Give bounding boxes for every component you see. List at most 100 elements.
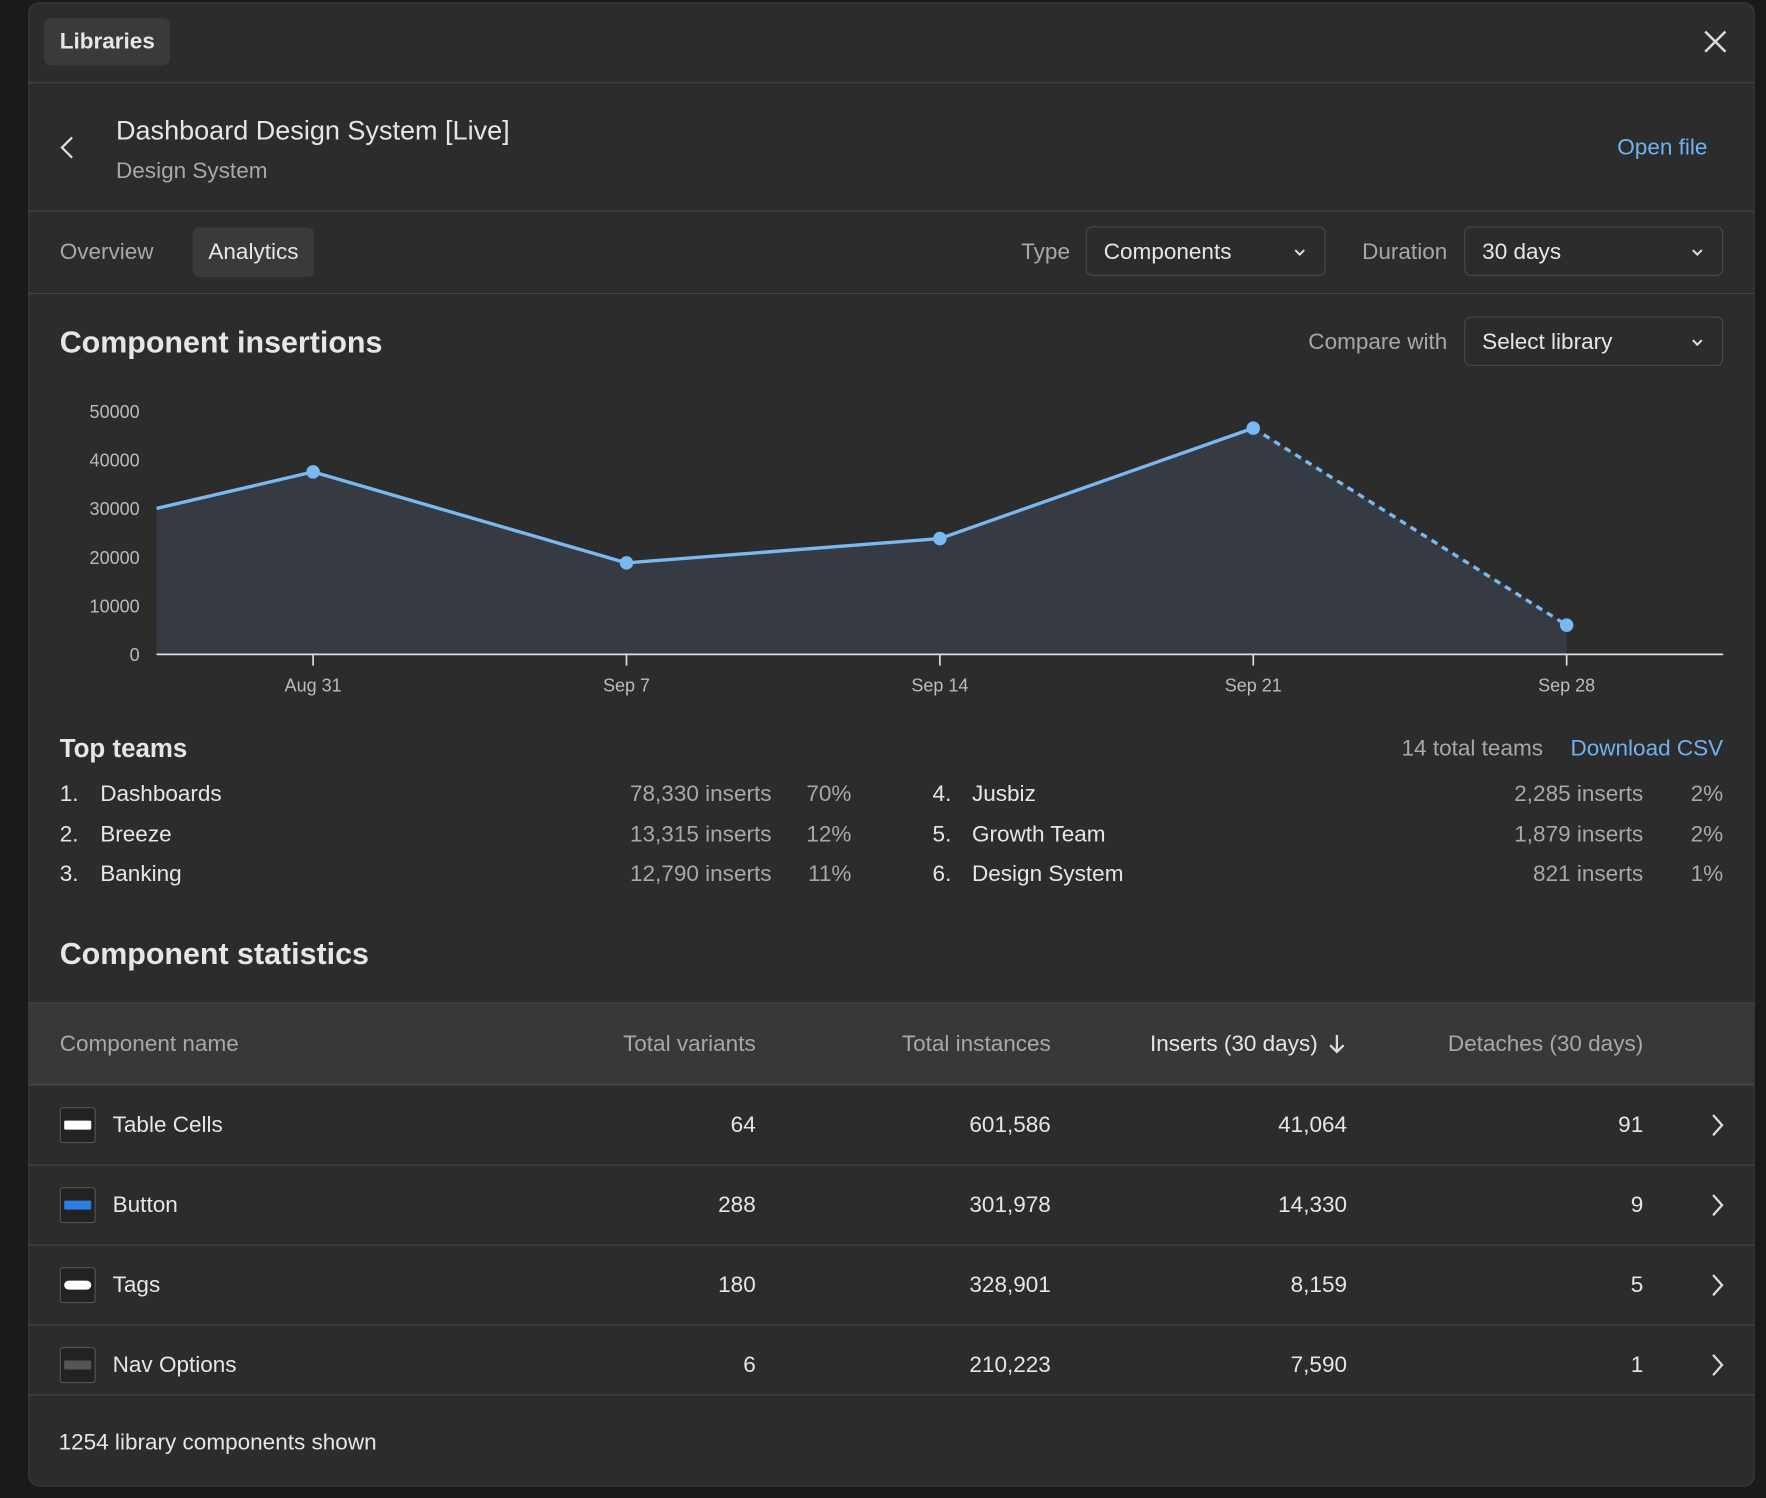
team-share: 12% — [806, 821, 852, 847]
row-divider — [28, 1084, 1755, 1086]
cell: 288 — [718, 1192, 756, 1218]
component-name: Button — [112, 1192, 178, 1218]
point — [933, 531, 947, 546]
y-tick-label: 20000 — [90, 548, 140, 568]
cell: 14,330 — [1278, 1192, 1348, 1218]
team-name: Jusbiz — [971, 781, 1036, 807]
team-inserts: 821 inserts — [1533, 861, 1644, 887]
y-tick-label: 30000 — [90, 499, 140, 519]
team-share: 70% — [806, 781, 852, 807]
cell: 7,590 — [1290, 1352, 1348, 1378]
y-tick-label: 0 — [130, 645, 140, 665]
type-select[interactable] — [1085, 226, 1326, 276]
duration-label: Duration — [1362, 239, 1448, 265]
component-name: Nav Options — [112, 1352, 237, 1378]
x-tick-label: Sep 21 — [1225, 676, 1282, 696]
point — [1559, 618, 1574, 632]
close-icon[interactable] — [1703, 29, 1728, 54]
y-tick-label: 50000 — [90, 402, 140, 422]
team-rank: 3. — [59, 861, 79, 887]
icon-thumb — [64, 1120, 92, 1130]
y-tick-label: 10000 — [90, 596, 140, 616]
component-name: Tags — [112, 1272, 161, 1298]
row-chevron[interactable] — [1710, 1353, 1726, 1378]
libraries-tab[interactable]: Libraries — [43, 18, 171, 66]
cell: 64 — [730, 1112, 756, 1138]
type-value: Components — [1103, 239, 1232, 265]
icon-thumb — [64, 1280, 92, 1290]
back-icon[interactable] — [59, 135, 77, 160]
team-share: 2% — [1690, 781, 1724, 807]
team-inserts: 78,330 inserts — [629, 781, 772, 807]
team-rank: 1. — [59, 781, 79, 807]
point — [1246, 421, 1261, 435]
area — [156, 428, 1567, 655]
component-name: Table Cells — [112, 1112, 223, 1138]
row-divider — [28, 1394, 1755, 1396]
modal — [28, 2, 1755, 1487]
tab-overview[interactable]: Overview — [59, 239, 154, 265]
team-rank: 6. — [932, 861, 952, 887]
download-csv[interactable]: Download CSV — [1570, 736, 1724, 762]
team-share: 2% — [1690, 821, 1724, 847]
table-footer: 1254 library components shown — [58, 1430, 377, 1456]
column-header: Detaches (30 days) — [1447, 1031, 1644, 1057]
cell: 5 — [1630, 1272, 1644, 1298]
team-name: Breeze — [100, 821, 172, 847]
component-icon — [59, 1347, 96, 1384]
icon-thumb — [64, 1200, 92, 1210]
duration-select[interactable] — [1464, 226, 1724, 276]
cell: 91 — [1618, 1112, 1644, 1138]
compare-value: Select library — [1482, 330, 1613, 355]
cell: 601,586 — [969, 1112, 1051, 1138]
team-rank: 5. — [932, 821, 952, 847]
row-chevron[interactable] — [1710, 1193, 1726, 1218]
team-inserts: 1,879 inserts — [1514, 821, 1644, 847]
cell: 6 — [743, 1352, 756, 1378]
cell: 301,978 — [969, 1192, 1051, 1218]
team-name: Dashboards — [100, 781, 222, 807]
select-chevrons — [1294, 249, 1703, 347]
open-file-link[interactable]: Open file — [1617, 135, 1708, 160]
total-teams: 14 total teams — [1401, 736, 1544, 762]
cell: 8,159 — [1290, 1272, 1348, 1298]
compare-select[interactable] — [1464, 316, 1724, 367]
cell: 9 — [1630, 1192, 1644, 1218]
team-name: Banking — [100, 861, 182, 887]
divider — [28, 210, 1755, 212]
x-tick-label: Sep 14 — [911, 676, 968, 696]
cell: 210,223 — [969, 1352, 1051, 1378]
x-tick-label: Aug 31 — [285, 676, 342, 696]
table-header — [28, 1002, 1755, 1085]
cell: 41,064 — [1278, 1112, 1348, 1138]
row-chevron[interactable] — [1710, 1273, 1726, 1298]
y-tick-label: 40000 — [90, 451, 140, 471]
x-tick-label: Sep 7 — [603, 676, 650, 696]
cell: 180 — [718, 1272, 756, 1298]
top-teams-title: Top teams — [59, 733, 188, 763]
row-chevron[interactable] — [1710, 1113, 1726, 1138]
library-subtitle: Design System — [116, 158, 268, 184]
duration-value: 30 days — [1482, 239, 1562, 265]
column-header: Total instances — [901, 1031, 1051, 1057]
column-header: Total variants — [623, 1031, 756, 1057]
component-icon — [59, 1107, 96, 1144]
team-rank: 2. — [59, 821, 79, 847]
team-name: Growth Team — [971, 821, 1106, 847]
compare-label: Compare with — [1308, 330, 1448, 355]
row-divider — [28, 1324, 1755, 1326]
team-inserts: 13,315 inserts — [629, 821, 772, 847]
team-rank: 4. — [932, 781, 952, 807]
divider — [28, 82, 1755, 84]
x-tick-label: Sep 28 — [1538, 676, 1595, 696]
row-divider — [28, 1164, 1755, 1166]
tab-analytics[interactable]: Analytics — [192, 227, 315, 278]
cell: 328,901 — [969, 1272, 1051, 1298]
team-name: Design System — [971, 861, 1124, 887]
column-header: Component name — [59, 1031, 239, 1057]
team-share: 1% — [1690, 861, 1724, 887]
type-label: Type — [1021, 239, 1070, 265]
sort-icon[interactable] — [1328, 1033, 1348, 1056]
